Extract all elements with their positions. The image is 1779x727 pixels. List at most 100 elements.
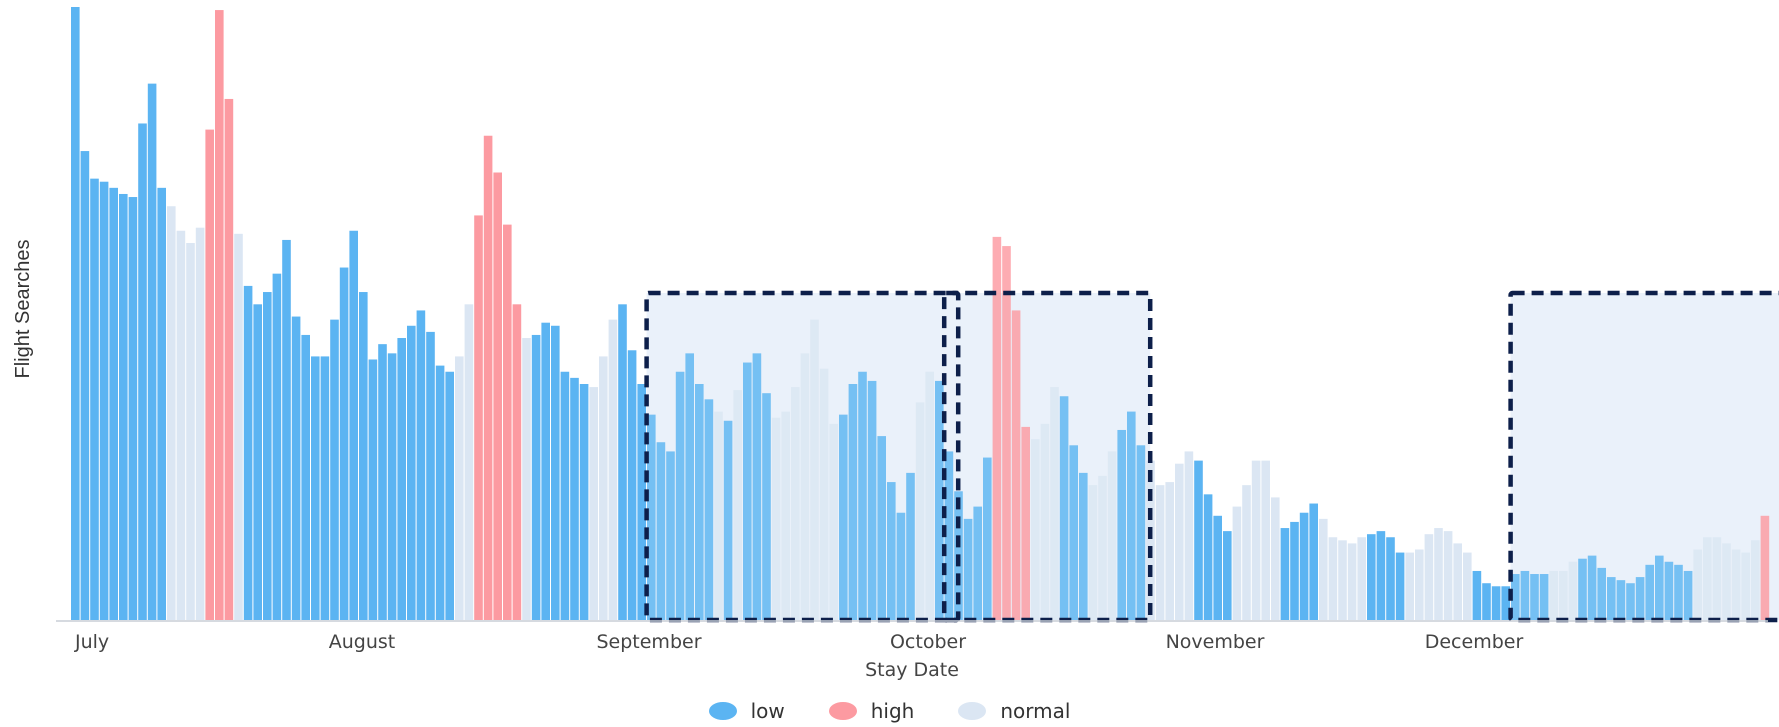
bar-day-142[interactable]: [1424, 534, 1434, 620]
bar-day-32[interactable]: [368, 359, 378, 620]
bar-day-176[interactable]: [1751, 540, 1760, 620]
bar-day-16[interactable]: [215, 10, 224, 620]
bar-day-101[interactable]: [1031, 439, 1040, 620]
bar-day-63[interactable]: [666, 451, 675, 620]
bar-day-166[interactable]: [1655, 555, 1664, 620]
bar-day-29[interactable]: [339, 267, 349, 620]
bar-day-90[interactable]: [925, 371, 934, 621]
bar-day-146[interactable]: [1463, 552, 1472, 620]
bar-day-108[interactable]: [1098, 475, 1107, 620]
bar-day-158[interactable]: [1578, 558, 1587, 620]
bar-day-8[interactable]: [138, 123, 147, 620]
bar-day-68[interactable]: [714, 411, 723, 620]
bar-day-35[interactable]: [397, 338, 406, 620]
bar-day-122[interactable]: [1232, 506, 1242, 621]
bar-day-30[interactable]: [349, 230, 358, 620]
bar-day-83[interactable]: [858, 371, 867, 621]
bar-day-110[interactable]: [1117, 429, 1126, 620]
bar-day-139[interactable]: [1395, 552, 1405, 620]
bar-day-69[interactable]: [723, 420, 733, 620]
bar-day-137[interactable]: [1376, 531, 1386, 620]
bar-day-144[interactable]: [1443, 531, 1453, 620]
bar-day-154[interactable]: [1539, 574, 1549, 620]
bar-day-147[interactable]: [1472, 570, 1482, 620]
bar-day-40[interactable]: [445, 371, 454, 621]
bar-day-161[interactable]: [1607, 577, 1616, 620]
bar-day-100[interactable]: [1021, 426, 1030, 620]
bar-day-133[interactable]: [1338, 540, 1347, 620]
bar-day-57[interactable]: [608, 319, 618, 620]
bar-day-98[interactable]: [1002, 246, 1011, 620]
bar-day-113[interactable]: [1146, 460, 1155, 620]
bar-day-96[interactable]: [983, 457, 992, 620]
bar-day-155[interactable]: [1549, 570, 1558, 620]
bar-day-174[interactable]: [1731, 549, 1741, 621]
bar-day-164[interactable]: [1635, 577, 1645, 620]
bar-day-39[interactable]: [435, 365, 445, 620]
bar-day-160[interactable]: [1597, 567, 1606, 620]
bar-day-130[interactable]: [1309, 503, 1318, 620]
bar-day-53[interactable]: [570, 377, 579, 621]
bar-day-58[interactable]: [618, 304, 627, 620]
bar-day-136[interactable]: [1367, 534, 1376, 620]
bar-day-173[interactable]: [1722, 543, 1731, 621]
bar-day-44[interactable]: [483, 135, 493, 621]
bar-day-153[interactable]: [1530, 574, 1539, 620]
bar-day-27[interactable]: [320, 356, 330, 620]
bar-day-51[interactable]: [551, 325, 560, 620]
bar-day-92[interactable]: [944, 451, 954, 620]
bar-day-22[interactable]: [272, 273, 282, 620]
bar-day-67[interactable]: [704, 399, 714, 620]
bar-day-48[interactable]: [522, 338, 531, 620]
bar-day-13[interactable]: [186, 243, 195, 620]
bar-day-71[interactable]: [743, 362, 752, 620]
bar-day-163[interactable]: [1626, 583, 1635, 620]
bar-day-88[interactable]: [906, 472, 915, 620]
bar-day-135[interactable]: [1357, 537, 1366, 621]
bar-day-102[interactable]: [1040, 423, 1050, 620]
bar-day-54[interactable]: [579, 384, 589, 620]
legend-item-high[interactable]: high: [828, 699, 914, 723]
bar-day-117[interactable]: [1184, 451, 1194, 620]
bar-day-116[interactable]: [1175, 463, 1184, 620]
bar-day-28[interactable]: [330, 319, 339, 620]
bar-day-23[interactable]: [282, 239, 291, 620]
bar-day-165[interactable]: [1645, 564, 1654, 620]
bar-day-127[interactable]: [1280, 528, 1290, 620]
bar-day-21[interactable]: [263, 292, 272, 620]
bar-day-104[interactable]: [1059, 396, 1069, 620]
bar-day-114[interactable]: [1155, 485, 1165, 620]
bar-day-9[interactable]: [147, 83, 157, 621]
bar-day-80[interactable]: [829, 423, 838, 620]
bar-day-37[interactable]: [416, 310, 426, 620]
bar-day-41[interactable]: [455, 356, 464, 620]
bar-day-134[interactable]: [1347, 543, 1357, 621]
bar-day-89[interactable]: [915, 402, 925, 620]
bar-day-31[interactable]: [359, 292, 368, 620]
bar-day-132[interactable]: [1328, 537, 1338, 621]
bar-day-148[interactable]: [1482, 583, 1491, 620]
bar-day-124[interactable]: [1251, 460, 1261, 620]
legend-item-normal[interactable]: normal: [958, 699, 1070, 723]
bar-day-84[interactable]: [867, 380, 877, 620]
bar-day-115[interactable]: [1165, 482, 1174, 620]
bar-day-171[interactable]: [1703, 537, 1712, 621]
bar-day-107[interactable]: [1088, 485, 1098, 620]
bar-day-138[interactable]: [1386, 537, 1395, 621]
bar-day-141[interactable]: [1415, 549, 1424, 621]
bar-day-112[interactable]: [1136, 445, 1146, 620]
bar-day-167[interactable]: [1664, 561, 1674, 620]
bar-day-129[interactable]: [1299, 512, 1309, 620]
bar-day-118[interactable]: [1194, 460, 1203, 620]
bar-day-26[interactable]: [311, 356, 320, 620]
bar-day-12[interactable]: [176, 230, 186, 620]
bar-day-11[interactable]: [167, 206, 176, 620]
bar-day-131[interactable]: [1319, 518, 1328, 621]
bar-day-2[interactable]: [80, 151, 90, 620]
bar-day-81[interactable]: [839, 414, 848, 620]
bar-day-61[interactable]: [647, 414, 656, 620]
bar-day-17[interactable]: [224, 98, 234, 620]
bar-day-156[interactable]: [1559, 570, 1568, 620]
bar-day-47[interactable]: [512, 304, 522, 620]
legend-item-low[interactable]: low: [708, 699, 785, 723]
